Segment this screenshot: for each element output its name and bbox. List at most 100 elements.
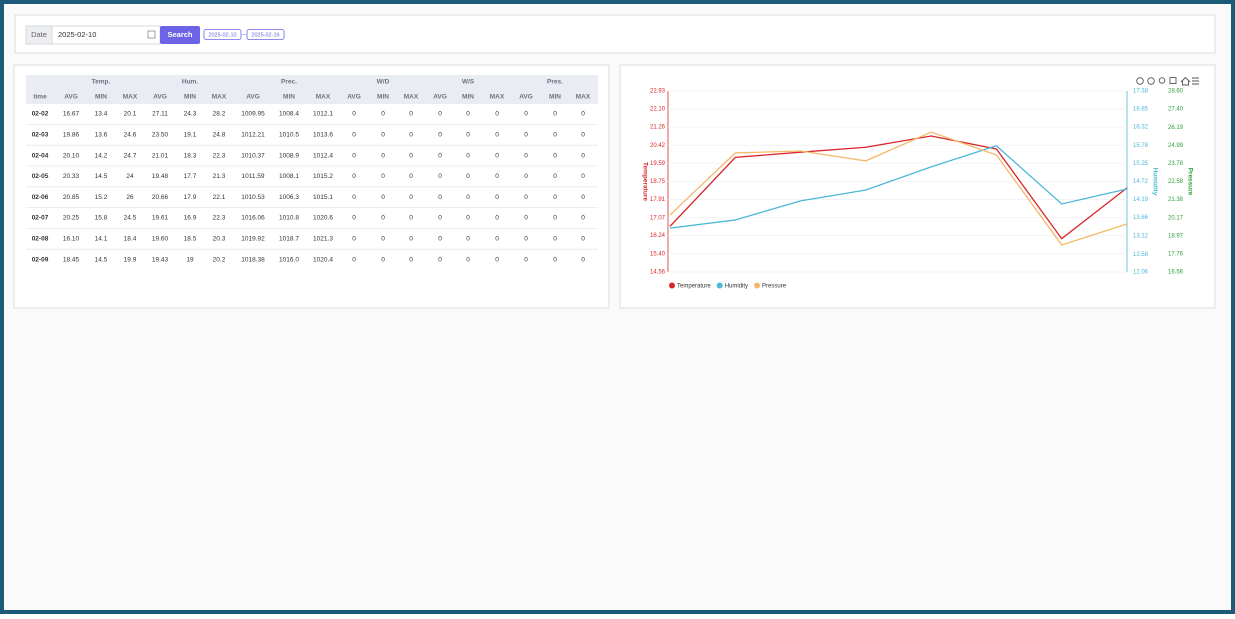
table-cell: 19.1: [184, 132, 197, 139]
table-cell: 0: [409, 132, 413, 139]
column-header: MAX: [490, 94, 505, 101]
y2-tick-label: 14.72: [1133, 179, 1149, 185]
table-cell: 0: [381, 152, 385, 159]
table-cell: 20.3: [213, 236, 226, 243]
zoom-in-icon[interactable]: [1136, 77, 1144, 85]
table-cell: 0: [381, 236, 385, 243]
table-cell: 02-04: [32, 152, 49, 159]
table-cell: 1013.6: [313, 132, 333, 139]
y-tick-label: 14.56: [650, 270, 666, 276]
legend-marker: [669, 282, 675, 289]
table-cell: 0: [466, 152, 470, 159]
table-cell: 0: [352, 173, 356, 180]
y-tick-label: 21.26: [650, 125, 666, 131]
column-header: AVG: [433, 94, 447, 101]
legend-marker: [716, 282, 723, 289]
table-cell: 0: [553, 132, 557, 139]
range-tag: [246, 29, 285, 40]
table-cell: 1012.1: [313, 111, 333, 118]
table-cell: 1006.3: [279, 194, 299, 201]
table-cell: 0: [581, 256, 585, 263]
table-cell: 1008.1: [279, 173, 299, 180]
table-cell: 1015.2: [313, 173, 333, 180]
table-cell: 22.1: [213, 194, 226, 201]
table-cell: 0: [438, 256, 442, 263]
table-cell: 20.2: [213, 256, 226, 263]
table-cell: 0: [553, 194, 557, 201]
column-header: MIN: [549, 94, 561, 101]
table-cell: 0: [553, 173, 557, 180]
table-cell: 0: [381, 111, 385, 118]
table-cell: 19.9: [124, 256, 137, 263]
calendar-icon[interactable]: [147, 30, 156, 39]
table-cell: 18.3: [184, 152, 197, 159]
table-cell: 20.10: [63, 152, 80, 159]
table-cell: 0: [352, 111, 356, 118]
home-icon[interactable]: [1180, 76, 1191, 86]
table-cell: 0: [524, 173, 528, 180]
table-cell: 20.1: [124, 111, 137, 118]
table-cell: 16.67: [63, 111, 80, 118]
table-cell: 0: [409, 256, 413, 263]
column-header: MIN: [184, 94, 196, 101]
table-cell: 0: [466, 236, 470, 243]
table-cell: 13.6: [95, 132, 108, 139]
table-cell: 17.9: [184, 194, 197, 201]
table-cell: 15.2: [95, 194, 108, 201]
group-header: Hum.: [182, 79, 198, 86]
y2-tick-label: 12.06: [1133, 270, 1149, 276]
y2-tick-label: 15.78: [1133, 143, 1149, 149]
y2-tick-label: 12.58: [1133, 252, 1149, 258]
table-cell: 1012.4: [313, 152, 333, 159]
table-cell: 24.3: [184, 111, 197, 118]
date-label: Date: [31, 30, 47, 39]
table-cell: 0: [553, 152, 557, 159]
table-cell: 13.4: [95, 111, 108, 118]
y-tick-label: 22.10: [650, 107, 666, 113]
menu-icon[interactable]: [1192, 77, 1199, 85]
column-header: AVG: [246, 94, 260, 101]
table-cell: 0: [581, 194, 585, 201]
table-cell: 0: [381, 256, 385, 263]
table-cell: 02-08: [32, 236, 49, 243]
pan-icon[interactable]: [1169, 77, 1177, 84]
y-tick-label: 17.91: [650, 197, 666, 203]
table-cell: 0: [352, 194, 356, 201]
table-cell: 0: [381, 132, 385, 139]
table-cell: 02-09: [32, 256, 49, 263]
table-cell: 0: [409, 194, 413, 201]
series-line: [669, 131, 1128, 246]
y-axis-title: Temperature: [641, 162, 648, 201]
table-cell: 1010.8: [279, 215, 299, 222]
table-cell: 0: [524, 111, 528, 118]
table-cell: 0: [581, 215, 585, 222]
zoom-icon[interactable]: [1158, 77, 1166, 84]
table-cell: 14.2: [95, 152, 108, 159]
y-tick-label: 19.59: [650, 161, 666, 167]
table-cell: 1016.0: [279, 256, 299, 263]
table-cell: 24.5: [124, 215, 137, 222]
table-cell: 0: [438, 215, 442, 222]
table-cell: 1009.95: [241, 111, 265, 118]
search-button[interactable]: [160, 26, 200, 44]
column-header: MAX: [123, 94, 138, 101]
range-tag: [203, 29, 242, 40]
y2-tick-label: 16.32: [1133, 125, 1149, 131]
table-cell: 0: [495, 194, 499, 201]
legend-marker: [754, 282, 761, 289]
column-header: MAX: [212, 94, 227, 101]
table-cell: 15.8: [95, 215, 108, 222]
table-cell: 0: [495, 215, 499, 222]
table-cell: 18.4: [124, 236, 137, 243]
y-tick-label: 15.40: [650, 251, 666, 257]
table-cell: 0: [381, 194, 385, 201]
table-cell: 0: [524, 194, 528, 201]
table-cell: 0: [352, 132, 356, 139]
table-cell: 02-06: [32, 194, 49, 201]
table-cell: 1008.9: [279, 152, 299, 159]
zoom-out-icon[interactable]: [1147, 77, 1155, 85]
table-cell: 0: [409, 236, 413, 243]
y3-tick-label: 16.56: [1168, 270, 1184, 276]
y3-tick-label: 23.78: [1168, 161, 1184, 167]
table-cell: 0: [495, 173, 499, 180]
